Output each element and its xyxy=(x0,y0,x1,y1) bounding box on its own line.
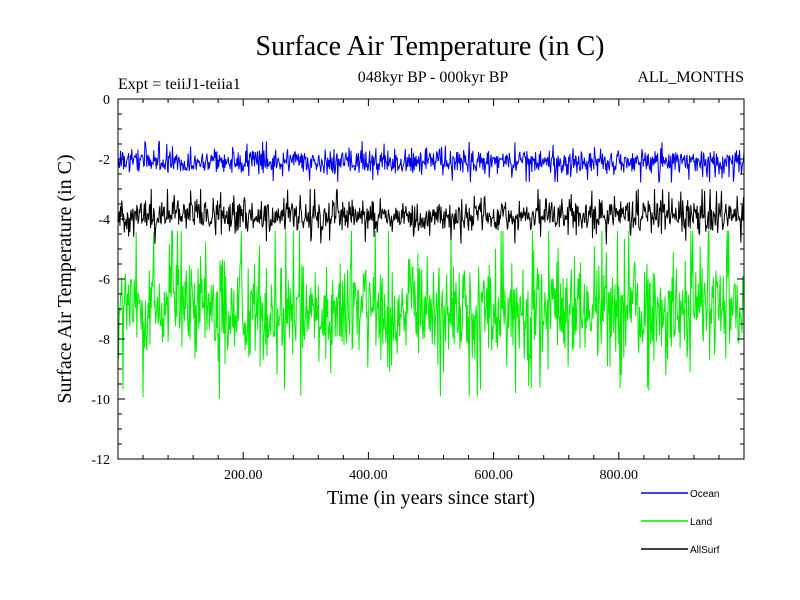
x-tick-label: 600.00 xyxy=(474,468,513,483)
y-tick-label: -8 xyxy=(98,333,110,348)
x-axis-label: Time (in years since start) xyxy=(327,487,535,509)
legend-label-allsurf: AllSurf xyxy=(690,545,720,556)
time-range-label: 048kyr BP - 000kyr BP xyxy=(358,69,509,86)
y-tick-label: -10 xyxy=(91,393,110,408)
x-axis: 200.00 400.00 600.00 800.00 xyxy=(142,99,720,483)
series-layer xyxy=(118,140,744,399)
legend-label-land: Land xyxy=(690,517,712,528)
y-tick-label: -2 xyxy=(98,153,110,168)
x-tick-label: 200.00 xyxy=(224,468,263,483)
y-tick-label: -6 xyxy=(98,273,110,288)
y-axis: 0 -2 -4 -6 -8 -10 -12 xyxy=(91,93,744,468)
x-tick-label: 800.00 xyxy=(600,468,639,483)
y-tick-label: 0 xyxy=(103,93,110,108)
plot-frame xyxy=(117,98,745,460)
series-line-land xyxy=(118,229,744,399)
series-line-ocean xyxy=(118,140,744,183)
y-axis-label: Surface Air Temperature (in C) xyxy=(54,154,76,403)
experiment-label: Expt = teiiJ1-teiia1 xyxy=(118,76,241,93)
y-tick-label: -4 xyxy=(98,213,110,228)
legend: Ocean Land AllSurf xyxy=(641,489,720,556)
y-tick-label: -12 xyxy=(91,453,110,468)
chart-title: Surface Air Temperature (in C) xyxy=(256,31,605,62)
series-line-allsurf xyxy=(118,188,744,245)
legend-label-ocean: Ocean xyxy=(690,489,719,500)
x-tick-label: 400.00 xyxy=(349,468,388,483)
months-label: ALL_MONTHS xyxy=(637,69,744,86)
